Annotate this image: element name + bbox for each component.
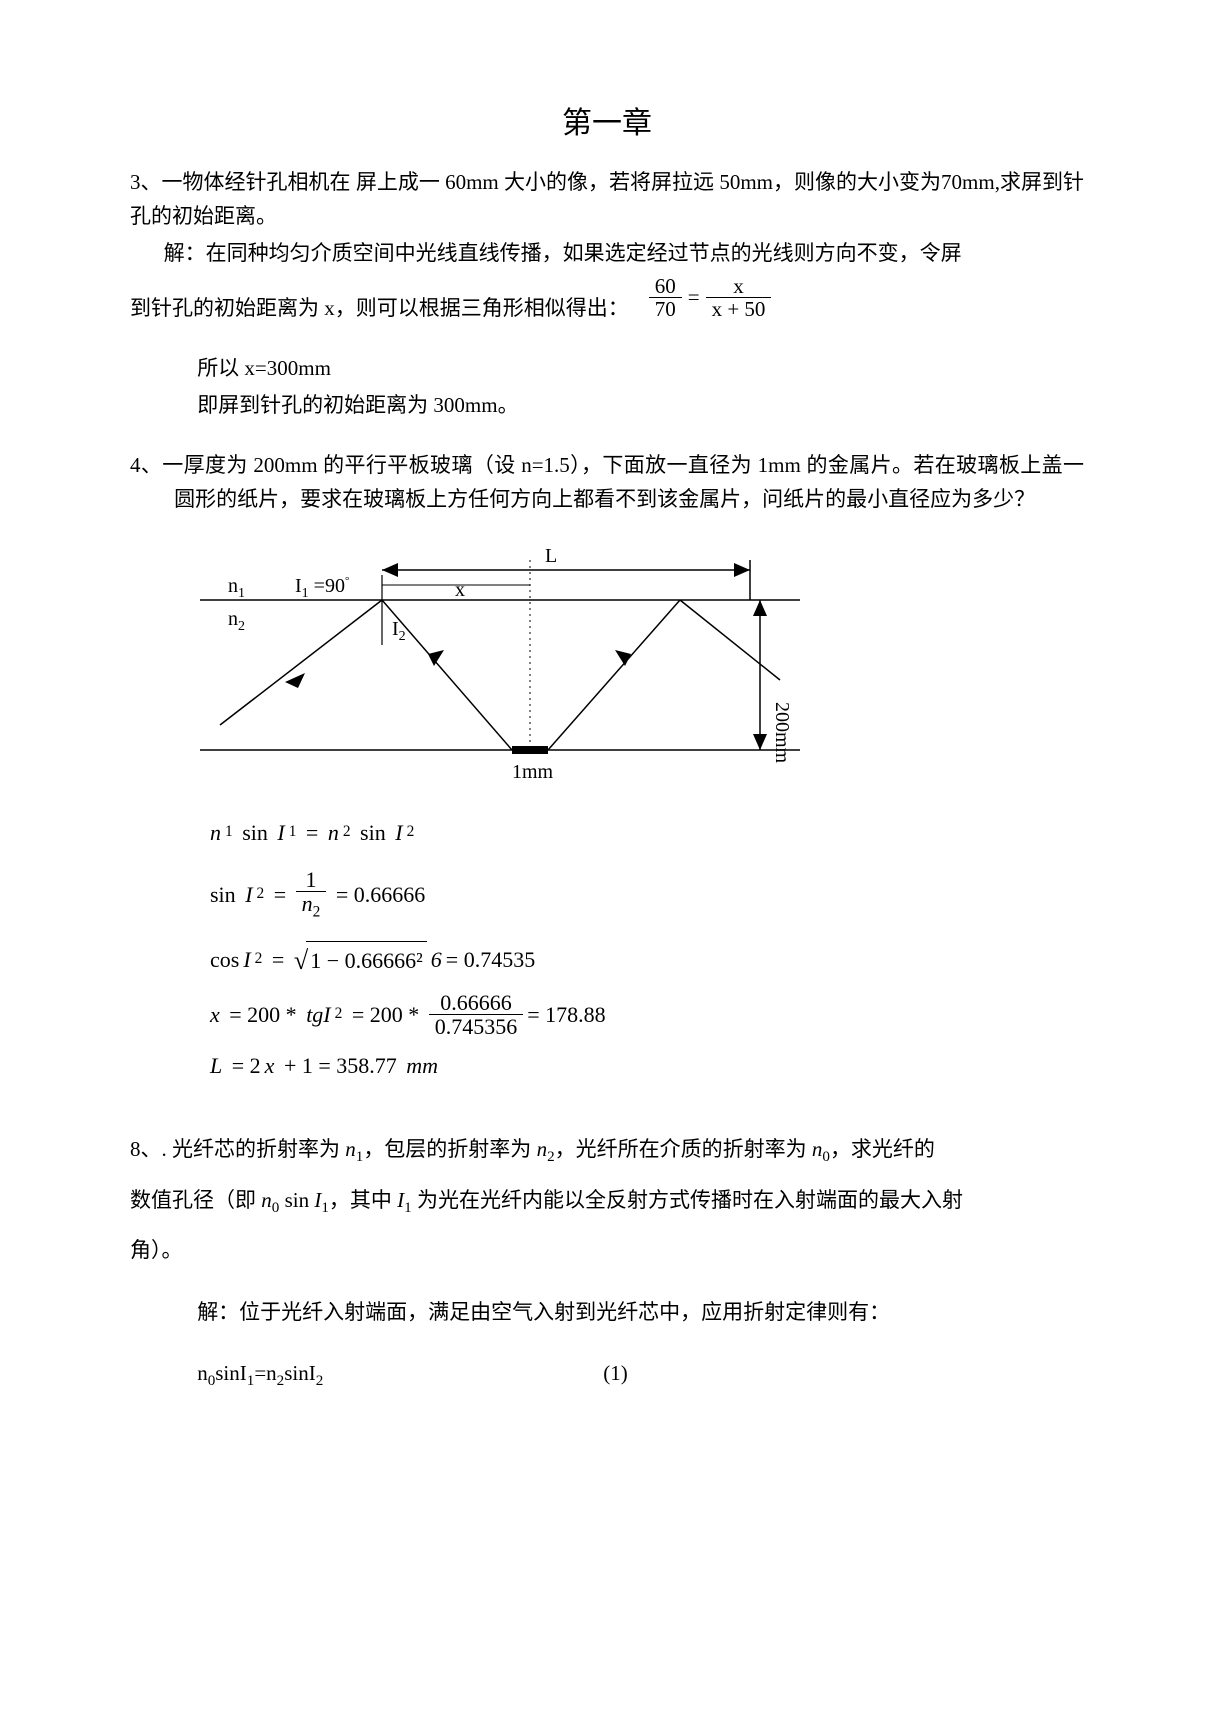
label-n1: n1 [228, 575, 245, 601]
q4-question: 4、一厚度为 200mm 的平行平板玻璃（设 n=1.5），下面放一直径为 1m… [174, 449, 1084, 516]
q3-solution-pre: 解：在同种均匀介质空间中光线直线传播，如果选定经过节点的光线则方向不变，令屏 [130, 237, 1084, 271]
label-1mm: 1mm [512, 761, 554, 783]
q3-equation-row: 到针孔的初始距离为 x，则可以根据三角形相似得出： 60 70 = x x + … [130, 275, 1084, 326]
label-n2: n2 [228, 608, 245, 634]
q8-eq-number: (1) [603, 1357, 628, 1391]
q3-question: 3、一物体经针孔相机在 屏上成一 60mm 大小的像，若将屏拉远 50mm，则像… [130, 166, 1084, 233]
q3-eq-sign: = [688, 281, 700, 315]
q4-eq2: sin I2 = 1n2 = 0.66666 [210, 868, 1084, 921]
q8-line3: 角）。 [130, 1234, 1084, 1268]
q8-line1: 8、. 光纤芯的折射率为 n1，包层的折射率为 n2，光纤所在介质的折射率为 n… [130, 1133, 1084, 1169]
q4-eq4: x = 200 * tgI2 = 200 * 0.666660.745356 =… [210, 991, 1084, 1038]
q8-solution: 解：位于光纤入射端面，满足由空气入射到光纤芯中，应用折射定律则有： [130, 1296, 1084, 1330]
q4-eq3: cosI2 = √1 − 0.66666² 6= 0.74535 [210, 939, 1084, 981]
q8-equation: n0sinI1=n2sinI2 (1) [130, 1357, 1084, 1393]
q3-answer-2: 即屏到针孔的初始距离为 300mm。 [130, 389, 1084, 423]
q4-eq1: n1 sin I1 = n2 sin I2 [210, 815, 1084, 850]
q4-diagram: L x n1 I1 =90° n2 I2 200mm 1mm [190, 530, 810, 801]
q3-solution-post: 到针孔的初始距离为 x，则可以根据三角形相似得出： [130, 292, 629, 326]
label-200mm: 200mm [771, 702, 793, 764]
label-I2: I2 [392, 618, 406, 644]
q4-eq5: L = 2x + 1 = 358.77 mm [210, 1048, 1084, 1083]
q3-frac-right: x x + 50 [706, 275, 772, 320]
chapter-title: 第一章 [130, 100, 1084, 148]
q3-answer-1: 所以 x=300mm [130, 352, 1084, 386]
label-x: x [455, 579, 465, 601]
label-I1: I1 =90° [295, 575, 349, 601]
label-L: L [545, 545, 557, 567]
q8-line2: 数值孔径（即 n0 sin I1，其中 I1 为光在光纤内能以全反射方式传播时在… [130, 1184, 1084, 1220]
q3-frac-left: 60 70 [649, 275, 682, 320]
